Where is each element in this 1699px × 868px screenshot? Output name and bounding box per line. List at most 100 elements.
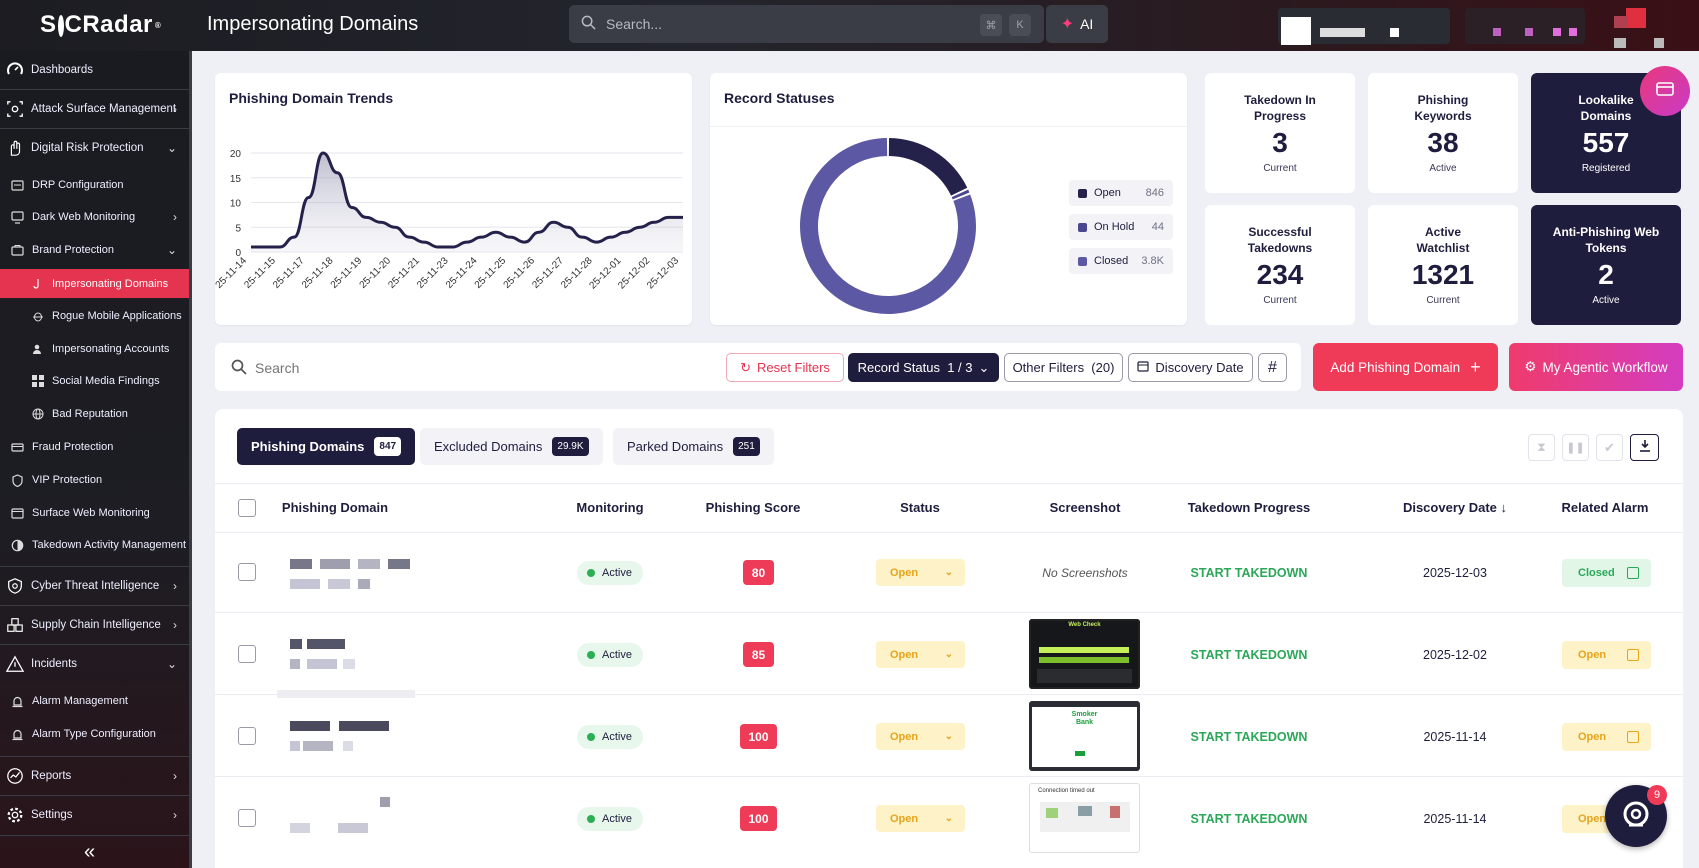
download-button[interactable] [1630,434,1659,461]
user-menu[interactable] [1278,8,1450,45]
stat-anti-phishing-tokens[interactable]: Anti-Phishing Web Tokens 2 Active [1531,205,1681,325]
status-dropdown[interactable]: Open ⌄ [876,641,965,668]
global-search-input[interactable]: Search... ⌘ K [569,5,1044,43]
pause-button[interactable]: ❚❚ [1562,434,1589,461]
gear-icon: ⚙ [1524,359,1537,374]
tab-phishing-domains[interactable]: Phishing Domains 847 [237,428,416,465]
cmd-key-hint: ⌘ [980,14,1002,36]
sidebar-item-cyber-threat[interactable]: Cyber Threat Intelligence › [0,567,189,605]
sidebar-item-vip-protection[interactable]: VIP Protection [0,464,189,496]
header-screenshot[interactable]: Screenshot [1049,500,1121,515]
hourglass-button[interactable]: ⧗ [1528,434,1555,461]
start-takedown-button[interactable]: START TAKEDOWN [1190,566,1308,580]
row-checkbox[interactable] [238,563,256,581]
row-checkbox[interactable] [238,727,256,745]
start-takedown-button[interactable]: START TAKEDOWN [1190,812,1308,826]
org-switcher[interactable] [1465,8,1585,44]
sidebar-item-attack-surface[interactable]: Attack Surface Management › [0,90,189,128]
sidebar-item-impersonating-accounts[interactable]: Impersonating Accounts [0,334,189,364]
legend-swatch [1078,188,1087,198]
other-filters-label: Other Filters (20) [1012,360,1115,375]
chevron-down-icon: ⌄ [944,649,953,660]
sidebar-item-drp-configuration[interactable]: DRP Configuration [0,169,189,201]
hash-filter-button[interactable]: # [1258,353,1287,382]
screenshot-thumbnail[interactable]: Smoker Bank [1029,701,1140,771]
support-chat-button[interactable]: 9 [1605,785,1667,847]
agentic-workflow-button[interactable]: ⚙ My Agentic Workflow [1509,343,1683,391]
header-phishing-score[interactable]: Phishing Score [705,500,801,515]
chevron-down-icon: ⌄ [166,657,177,671]
donut-slice-open[interactable] [888,138,968,196]
header-phishing-domain[interactable]: Phishing Domain [281,500,389,515]
sidebar-item-alarm-management[interactable]: Alarm Management [0,685,189,717]
sidebar-item-takedown-activity[interactable]: Takedown Activity Management [0,529,189,561]
row-checkbox[interactable] [238,645,256,663]
legend-open[interactable]: Open 846 [1069,180,1173,206]
tab-excluded-domains[interactable]: Excluded Domains 29.9K [420,428,603,465]
ai-button[interactable]: ✦ AI [1046,5,1108,43]
related-alarm-button[interactable]: Closed [1562,559,1651,587]
legend-closed[interactable]: Closed 3.8K [1069,248,1173,274]
add-phishing-domain-button[interactable]: Add Phishing Domain + [1313,343,1498,391]
sidebar-item-dashboards[interactable]: Dashboards [0,51,189,89]
start-takedown-button[interactable]: START TAKEDOWN [1190,730,1308,744]
start-takedown-button[interactable]: START TAKEDOWN [1190,648,1308,662]
related-alarm-button[interactable]: Open [1562,641,1651,669]
domain-search-input[interactable] [255,355,655,381]
screenshot-thumbnail[interactable]: Web Check [1029,619,1140,689]
sidebar-item-supply-chain[interactable]: Supply Chain Intelligence › [0,606,189,644]
stat-title: Lookalike Domains [1578,93,1634,123]
card-fab-button[interactable] [1640,66,1690,116]
select-all-checkbox[interactable] [238,499,256,517]
sidebar-item-bad-reputation[interactable]: Bad Reputation [0,399,189,429]
sidebar-item-rogue-mobile[interactable]: Rogue Mobile Applications [0,301,189,331]
tab-label: Phishing Domains [251,439,365,454]
reset-filters-button[interactable]: ↻ Reset Filters [726,353,844,382]
table-row[interactable]: Active 100 Open ⌄ Connection timed out ST… [215,776,1683,868]
user-icon [32,343,44,355]
header-label: Discovery Date [1402,500,1497,515]
other-filters-button[interactable]: Other Filters (20) [1004,353,1123,382]
legend-on-hold[interactable]: On Hold 44 [1069,214,1173,240]
related-alarm-button[interactable]: Open [1562,723,1651,751]
sidebar-item-surface-web[interactable]: Surface Web Monitoring [0,497,189,529]
stat-sub: Current [1263,163,1297,174]
stat-takedown-in-progress[interactable]: Takedown In Progress 3 Current [1205,73,1355,193]
table-row[interactable]: Active 100 Open ⌄ Smoker Bank START TAKED… [215,694,1683,776]
discovery-date-filter[interactable]: Discovery Date [1128,353,1253,382]
status-dropdown[interactable]: Open ⌄ [876,559,965,586]
socradar-logo[interactable]: S CRadar ® [40,11,162,38]
donut-slice-on-hold[interactable] [951,189,970,200]
sidebar-item-impersonating-domains[interactable]: Impersonating Domains [0,269,189,298]
table-row[interactable]: Active 80 Open ⌄ No Screenshots START TAK… [215,532,1683,612]
grid-icon [32,375,44,387]
approve-button[interactable]: ✔ [1596,434,1623,461]
sidebar-item-reports[interactable]: Reports › [0,757,189,795]
sidebar-item-fraud-protection[interactable]: Fraud Protection [0,431,189,463]
row-checkbox[interactable] [238,809,256,827]
header-status[interactable]: Status [900,500,940,515]
stat-active-watchlist[interactable]: Active Watchlist 1321 Current [1368,205,1518,325]
external-link-icon [1627,731,1639,743]
avatar[interactable] [1614,6,1664,48]
sidebar-item-dark-web[interactable]: Dark Web Monitoring › [0,201,189,233]
sidebar-item-social-media[interactable]: Social Media Findings [0,366,189,396]
screenshot-thumbnail[interactable]: Connection timed out [1029,783,1140,853]
record-status-filter[interactable]: Record Status 1 / 3 ⌄ [848,353,999,382]
header-monitoring[interactable]: Monitoring [576,500,644,515]
sidebar-item-alarm-type-config[interactable]: Alarm Type Configuration [0,718,189,750]
stat-phishing-keywords[interactable]: Phishing Keywords 38 Active [1368,73,1518,193]
stat-successful-takedowns[interactable]: Successful Takedowns 234 Current [1205,205,1355,325]
header-related-alarm[interactable]: Related Alarm [1561,500,1649,515]
table-row[interactable]: Active 85 Open ⌄ Web Check START TAKEDOWN… [215,612,1683,698]
sidebar-item-settings[interactable]: Settings › [0,796,189,834]
sidebar-item-incidents[interactable]: Incidents ⌄ [0,645,189,683]
status-dropdown[interactable]: Open ⌄ [876,805,965,832]
header-discovery-date[interactable]: Discovery Date ↓ [1385,500,1525,515]
header-takedown-progress[interactable]: Takedown Progress [1187,500,1311,515]
tab-parked-domains[interactable]: Parked Domains 251 [613,428,774,465]
status-dropdown[interactable]: Open ⌄ [876,723,965,750]
sidebar-item-brand-protection[interactable]: Brand Protection ⌄ [0,234,189,266]
sidebar-item-digital-risk[interactable]: Digital Risk Protection ⌄ [0,129,189,167]
collapse-sidebar-button[interactable]: « [84,841,96,863]
